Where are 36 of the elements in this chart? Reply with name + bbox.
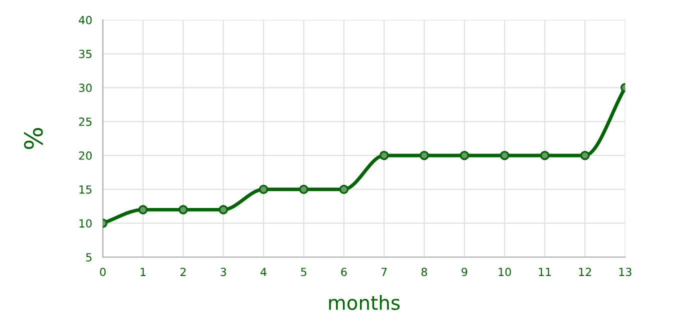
x-tick-label: 0 — [100, 268, 106, 276]
x-tick-label: 3 — [220, 268, 226, 276]
point — [500, 150, 510, 160]
y-axis-title: % — [24, 128, 43, 150]
x-tick-label: 10 — [498, 268, 511, 276]
x-axis-title: months — [329, 294, 400, 310]
point — [218, 205, 228, 214]
x-tick-label: 6 — [341, 268, 347, 276]
x-tick-label: 7 — [381, 268, 387, 276]
point — [379, 150, 389, 160]
y-tick-label: 40 — [78, 16, 92, 24]
x-tick-label: 9 — [462, 268, 468, 276]
point — [138, 205, 148, 214]
y-tick-label: 35 — [79, 50, 92, 58]
point — [420, 150, 429, 160]
x-tick-label: 4 — [260, 268, 266, 276]
point — [258, 184, 268, 194]
y-tick-label: 5 — [86, 253, 92, 262]
x-tick-label: 13 — [619, 268, 632, 276]
y-tick-label: 15 — [79, 185, 92, 194]
y-tick-label: 10 — [79, 219, 92, 228]
y-tick-label: 30 — [79, 84, 92, 92]
point — [460, 150, 470, 160]
x-tick-label: 5 — [301, 268, 306, 276]
point — [339, 184, 349, 194]
x-tick-label: 1 — [140, 268, 146, 276]
x-tick-label: 11 — [538, 268, 551, 276]
y-tick-label: 25 — [79, 118, 92, 126]
x-tick-label: 2 — [180, 268, 186, 276]
x-tick-label: 12 — [579, 268, 591, 276]
point — [299, 184, 308, 194]
y-tick-label: 20 — [79, 151, 92, 160]
point — [540, 150, 550, 160]
point — [580, 150, 590, 160]
point — [178, 205, 188, 214]
x-tick-label: 8 — [421, 268, 428, 276]
